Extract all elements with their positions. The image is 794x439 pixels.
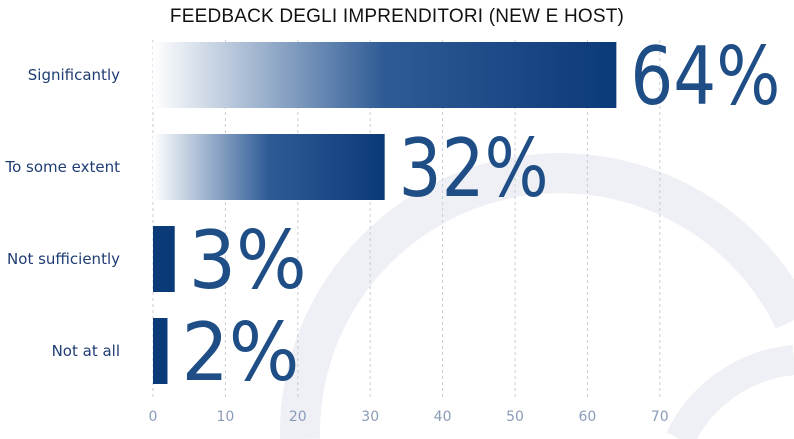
value-label: 32% — [399, 122, 549, 215]
x-tick-label: 30 — [361, 409, 379, 425]
bar — [153, 318, 168, 384]
value-label: 3% — [189, 214, 307, 307]
value-label: 64% — [630, 30, 780, 123]
x-tick-label: 0 — [149, 409, 158, 425]
x-tick-label: 40 — [434, 409, 452, 425]
x-axis-ticks: 0 10 20 30 40 50 60 70 — [149, 409, 669, 425]
x-tick-label: 50 — [506, 409, 524, 425]
bars — [153, 42, 617, 384]
category-label: To some extent — [5, 158, 121, 176]
category-label: Not sufficiently — [7, 250, 120, 268]
x-tick-label: 10 — [216, 409, 234, 425]
category-labels: Significantly To some extent Not sufficien… — [5, 66, 121, 360]
value-label: 2% — [181, 306, 299, 399]
category-label: Not at all — [52, 342, 120, 360]
bar — [153, 226, 175, 292]
chart-title: FEEDBACK DEGLI IMPRENDITORI (NEW E HOST) — [169, 6, 625, 27]
bar — [153, 134, 385, 200]
bar — [153, 42, 617, 108]
background-arcs — [279, 153, 794, 439]
value-labels: 64% 32% 3%2% — [181, 30, 780, 399]
x-tick-label: 60 — [578, 409, 596, 425]
x-tick-label: 70 — [651, 409, 669, 425]
x-tick-label: 20 — [289, 409, 307, 425]
category-label: Significantly — [28, 66, 120, 84]
